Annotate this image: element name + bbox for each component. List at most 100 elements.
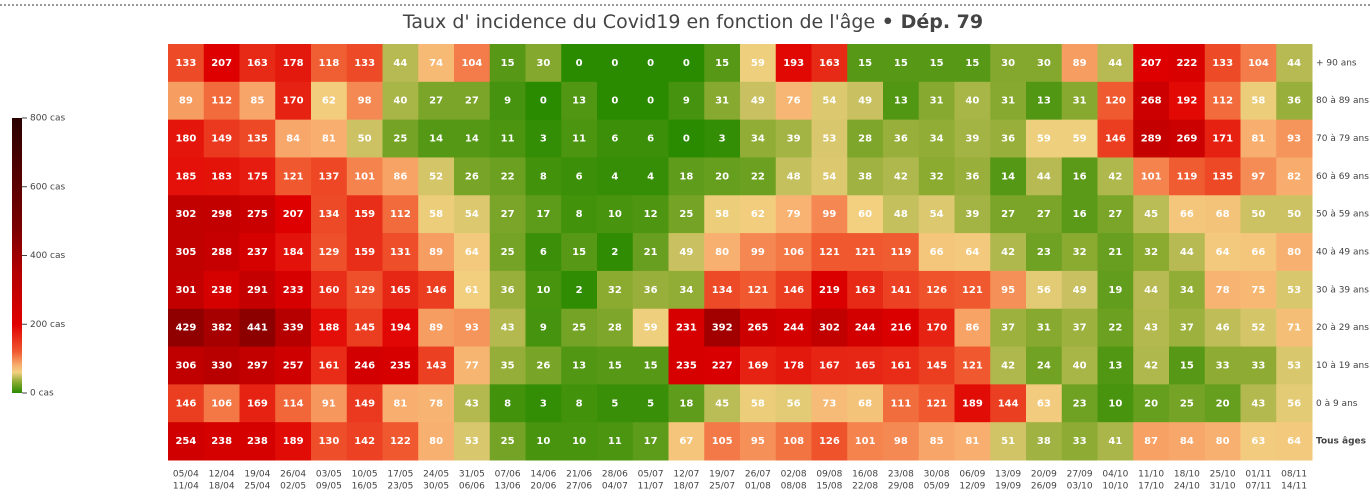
heat-cell bbox=[418, 233, 455, 272]
heat-cell bbox=[418, 270, 455, 310]
heat-cell bbox=[1097, 119, 1134, 158]
cell-label: 48 bbox=[894, 209, 908, 220]
heat-cell bbox=[990, 308, 1027, 348]
heat-cell bbox=[489, 384, 526, 423]
cell-label: 10 bbox=[536, 436, 550, 447]
cell-label: 2 bbox=[611, 247, 618, 258]
heat-cell bbox=[203, 308, 240, 348]
heat-cell bbox=[1026, 346, 1063, 385]
heat-cell bbox=[668, 195, 705, 234]
x-tick-label-end: 16/05 bbox=[352, 482, 378, 492]
x-tick-label-end: 19/09 bbox=[995, 482, 1021, 492]
x-tick-label-end: 09/05 bbox=[316, 482, 342, 492]
heat-cell bbox=[239, 233, 276, 272]
cell-label: 13 bbox=[894, 96, 908, 107]
cell-label: 15 bbox=[644, 360, 658, 371]
x-tick-label-end: 25/04 bbox=[244, 482, 270, 492]
cell-label: 31 bbox=[1001, 96, 1015, 107]
cell-label: 22 bbox=[501, 171, 515, 182]
heat-cell bbox=[775, 346, 812, 385]
heat-cell bbox=[1061, 422, 1098, 461]
heat-cell bbox=[1204, 157, 1241, 196]
cell-label: 68 bbox=[1216, 209, 1230, 220]
heat-cell bbox=[1061, 44, 1098, 83]
x-tick-label-end: 29/08 bbox=[888, 482, 914, 492]
cell-label: 163 bbox=[855, 285, 876, 296]
heat-cell bbox=[1240, 44, 1277, 83]
cell-label: 33 bbox=[1251, 360, 1265, 371]
cell-label: 131 bbox=[390, 247, 411, 258]
cell-label: 101 bbox=[354, 171, 375, 182]
heat-cell bbox=[811, 346, 848, 385]
heat-cell bbox=[418, 384, 455, 423]
cell-label: 85 bbox=[930, 436, 944, 447]
cell-label: 43 bbox=[1144, 323, 1158, 334]
heat-cell bbox=[1276, 346, 1313, 385]
cell-label: 45 bbox=[1144, 209, 1158, 220]
heat-cell bbox=[954, 233, 991, 272]
heat-cell bbox=[1133, 157, 1170, 196]
heat-cell bbox=[704, 346, 741, 385]
heat-cell bbox=[1204, 384, 1241, 423]
cell-label: 98 bbox=[358, 96, 372, 107]
cell-label: 27 bbox=[465, 96, 479, 107]
cell-label: 53 bbox=[1287, 285, 1301, 296]
heat-cell bbox=[454, 384, 491, 423]
cell-label: 95 bbox=[751, 436, 765, 447]
x-tick-label-end: 05/09 bbox=[924, 482, 950, 492]
colorbar-tick-label: 400 cas bbox=[30, 251, 66, 261]
heat-cell bbox=[811, 195, 848, 234]
cell-label: 21 bbox=[1108, 247, 1122, 258]
cell-label: 36 bbox=[894, 134, 908, 145]
cell-label: 159 bbox=[354, 247, 375, 258]
heat-cell bbox=[203, 270, 240, 310]
cell-label: 42 bbox=[1144, 360, 1158, 371]
cell-label: 30 bbox=[536, 58, 550, 69]
cell-label: 22 bbox=[751, 171, 765, 182]
cell-label: 112 bbox=[211, 96, 232, 107]
row-label: 30 à 39 ans bbox=[1316, 285, 1369, 295]
x-tick-label-end: 26/09 bbox=[1031, 482, 1057, 492]
cell-label: 269 bbox=[1176, 134, 1197, 145]
heat-cell bbox=[1240, 270, 1277, 310]
heat-cell bbox=[311, 384, 348, 423]
heat-cell bbox=[632, 384, 669, 423]
x-tick-label: 10/05 bbox=[352, 470, 378, 480]
heat-cell bbox=[525, 81, 562, 121]
cell-label: 254 bbox=[175, 436, 196, 447]
heat-cell bbox=[561, 346, 598, 385]
heat-cell bbox=[454, 346, 491, 385]
heat-cell bbox=[346, 384, 383, 423]
heat-cell bbox=[1097, 44, 1134, 83]
cell-label: 20 bbox=[715, 171, 729, 182]
cell-label: 108 bbox=[783, 436, 804, 447]
heat-cell bbox=[311, 157, 348, 196]
heat-cell bbox=[847, 346, 884, 385]
cell-label: 219 bbox=[819, 285, 840, 296]
heat-cell bbox=[883, 346, 920, 385]
heat-cell bbox=[168, 81, 205, 121]
heat-cell bbox=[525, 119, 562, 158]
cell-label: 31 bbox=[930, 96, 944, 107]
heat-cell bbox=[668, 346, 705, 385]
cell-label: 95 bbox=[1001, 285, 1015, 296]
row-label: 0 à 9 ans bbox=[1316, 399, 1358, 409]
cell-label: 122 bbox=[390, 436, 411, 447]
heat-cell bbox=[561, 422, 598, 461]
cell-label: 56 bbox=[1037, 285, 1051, 296]
heat-cell bbox=[918, 195, 955, 234]
heat-cell bbox=[1276, 308, 1313, 348]
heat-cell bbox=[704, 81, 741, 121]
cell-label: 143 bbox=[426, 360, 447, 371]
cell-label: 58 bbox=[429, 209, 443, 220]
heat-cell bbox=[239, 195, 276, 234]
cell-label: 54 bbox=[930, 209, 944, 220]
cell-label: 66 bbox=[930, 247, 944, 258]
heat-cell bbox=[847, 195, 884, 234]
heat-cell bbox=[239, 44, 276, 83]
cell-label: 235 bbox=[676, 360, 697, 371]
heat-cell bbox=[847, 308, 884, 348]
x-tick-label-end: 02/05 bbox=[280, 482, 306, 492]
cell-label: 133 bbox=[354, 58, 375, 69]
heat-cell bbox=[811, 44, 848, 83]
